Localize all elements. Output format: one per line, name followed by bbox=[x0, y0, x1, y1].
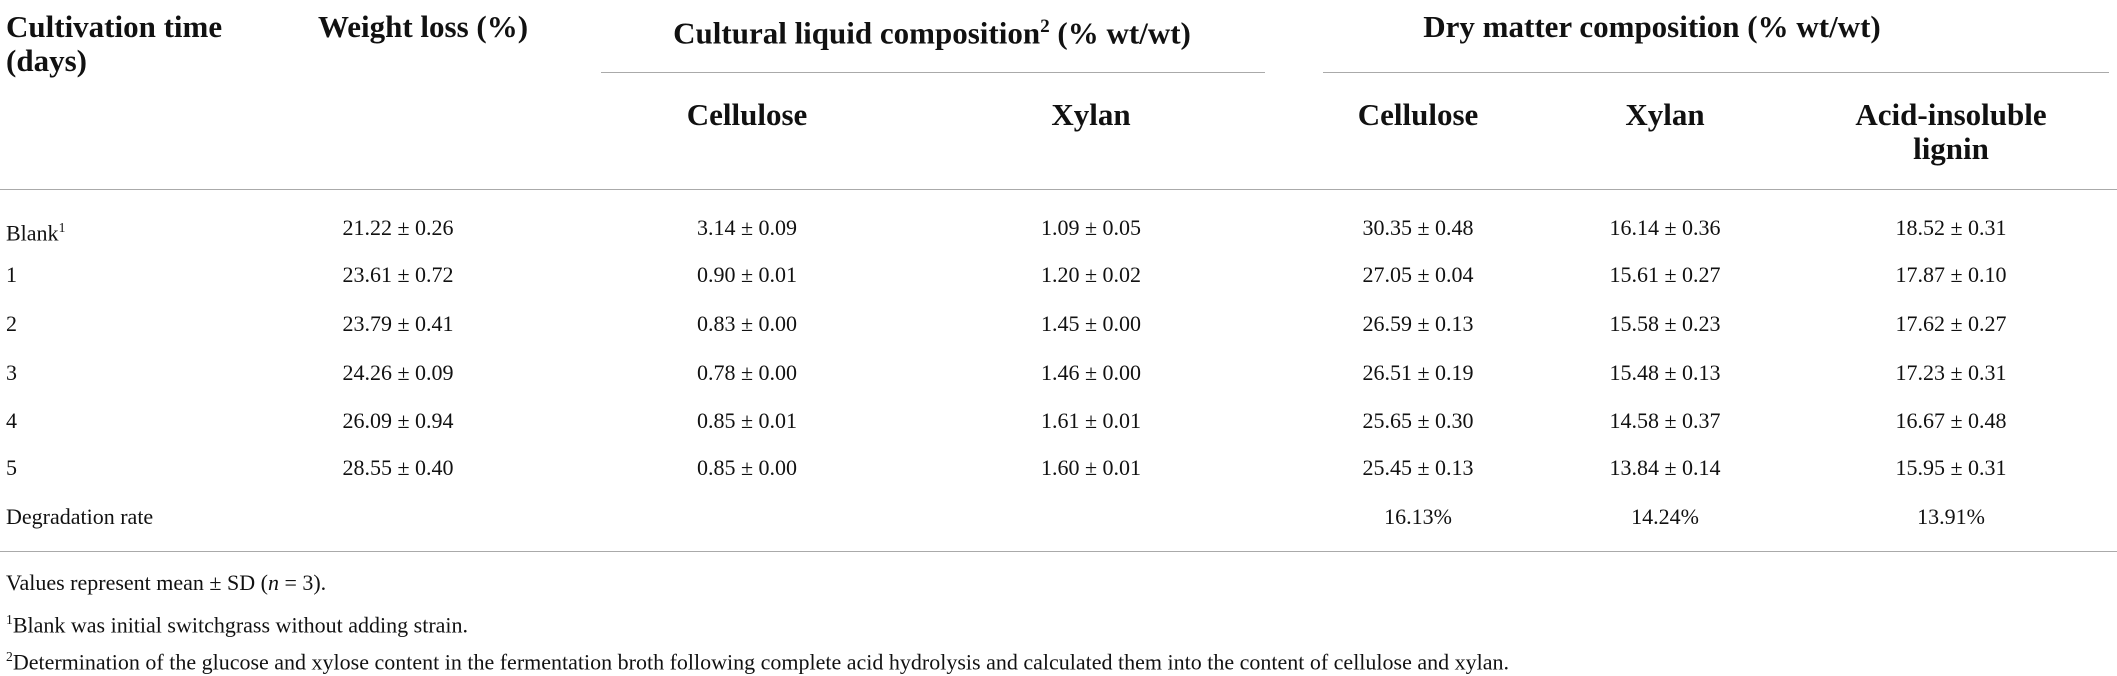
cell: 0.78 ± 0.00 bbox=[696, 360, 798, 385]
footnote-1: 1Blank was initial switchgrass without a… bbox=[6, 607, 468, 638]
row-label-text: 2 bbox=[6, 311, 17, 336]
fn-italic: n bbox=[267, 570, 279, 595]
header-liquid-unit: (% wt/wt) bbox=[1057, 15, 1191, 51]
rule bbox=[601, 72, 1265, 73]
row-label-text: 3 bbox=[6, 360, 17, 385]
row-label-sup: 1 bbox=[58, 220, 66, 235]
cell: 1.20 ± 0.02 bbox=[1040, 262, 1142, 287]
cell: 25.65 ± 0.30 bbox=[1362, 408, 1474, 433]
cell: 15.58 ± 0.23 bbox=[1609, 311, 1721, 336]
row-label: Degradation rate bbox=[6, 504, 154, 529]
header-weight: Weight loss (%) bbox=[317, 9, 529, 44]
cell: 15.48 ± 0.13 bbox=[1609, 360, 1721, 385]
fn-text: = 3). bbox=[278, 570, 327, 595]
fn-text: Values represent mean ± SD ( bbox=[6, 570, 268, 595]
cell: 26.51 ± 0.19 bbox=[1362, 360, 1474, 385]
cell: 16.14 ± 0.36 bbox=[1609, 215, 1721, 240]
row-label: 1 bbox=[6, 262, 17, 288]
cell: 26.59 ± 0.13 bbox=[1362, 311, 1474, 336]
row-label: 2 bbox=[6, 311, 17, 337]
fn-text: Blank was initial switchgrass without ad… bbox=[12, 612, 469, 638]
fn-sup: 1 bbox=[6, 612, 13, 627]
cell: 13.84 ± 0.14 bbox=[1609, 455, 1721, 480]
fn-sup: 2 bbox=[6, 649, 13, 664]
rule bbox=[0, 189, 2117, 190]
cell: 1.09 ± 0.05 bbox=[1040, 215, 1142, 240]
rule bbox=[1323, 72, 2109, 73]
row-label: 5 bbox=[6, 455, 17, 481]
header-dry: Dry matter composition (% wt/wt) bbox=[1423, 9, 1881, 44]
row-label: Blank1 bbox=[6, 215, 65, 246]
subheader: Xylan bbox=[1625, 97, 1705, 132]
cell: 3.14 ± 0.09 bbox=[696, 215, 798, 240]
subheader: Xylan bbox=[1051, 97, 1131, 132]
cell: 30.35 ± 0.48 bbox=[1362, 215, 1474, 240]
cell: 23.61 ± 0.72 bbox=[342, 262, 454, 287]
row-label-text: 1 bbox=[6, 262, 17, 287]
cell: 1.45 ± 0.00 bbox=[1040, 311, 1142, 336]
header-liquid-sup: 2 bbox=[1040, 16, 1050, 37]
cell: 0.85 ± 0.00 bbox=[696, 455, 798, 480]
cell: 15.61 ± 0.27 bbox=[1609, 262, 1721, 287]
cell: 17.23 ± 0.31 bbox=[1895, 360, 2007, 385]
cell: 0.83 ± 0.00 bbox=[696, 311, 798, 336]
cell: 27.05 ± 0.04 bbox=[1362, 262, 1474, 287]
cell: 13.91% bbox=[1917, 504, 1985, 529]
row-label-text: Blank bbox=[6, 220, 59, 246]
cell: 15.95 ± 0.31 bbox=[1895, 455, 2007, 480]
cell: 14.24% bbox=[1631, 504, 1699, 529]
cell: 21.22 ± 0.26 bbox=[342, 215, 454, 240]
subheader: Cellulose bbox=[1357, 97, 1479, 132]
fn-text: Determination of the glucose and xylose … bbox=[12, 649, 1509, 675]
cell: 1.61 ± 0.01 bbox=[1040, 408, 1142, 433]
cell: 23.79 ± 0.41 bbox=[342, 311, 454, 336]
cell: 16.67 ± 0.48 bbox=[1895, 408, 2007, 433]
footnote-values: Values represent mean ± SD (n = 3). bbox=[6, 570, 326, 596]
cell: 16.13% bbox=[1384, 504, 1452, 529]
header-cultivation: Cultivation time (days) bbox=[6, 9, 223, 78]
rule bbox=[0, 551, 2117, 552]
row-label: 4 bbox=[6, 408, 17, 434]
subheader: Acid-insoluble lignin bbox=[1855, 97, 2047, 166]
cell: 0.90 ± 0.01 bbox=[696, 262, 798, 287]
header-liquid-title: Cultural liquid composition bbox=[673, 15, 1041, 51]
cell: 17.62 ± 0.27 bbox=[1895, 311, 2007, 336]
cell: 17.87 ± 0.10 bbox=[1895, 262, 2007, 287]
cell: 0.85 ± 0.01 bbox=[696, 408, 798, 433]
cell: 28.55 ± 0.40 bbox=[342, 455, 454, 480]
cell: 24.26 ± 0.09 bbox=[342, 360, 454, 385]
footnote-2: 2Determination of the glucose and xylose… bbox=[6, 644, 1509, 675]
row-label-text: 4 bbox=[6, 408, 17, 433]
header-liquid: Cultural liquid composition2 (% wt/wt) bbox=[673, 10, 1191, 50]
cell: 14.58 ± 0.37 bbox=[1609, 408, 1721, 433]
cell: 1.46 ± 0.00 bbox=[1040, 360, 1142, 385]
row-label: 3 bbox=[6, 360, 17, 386]
cell: 1.60 ± 0.01 bbox=[1040, 455, 1142, 480]
cell: 18.52 ± 0.31 bbox=[1895, 215, 2007, 240]
row-label-text: 5 bbox=[6, 455, 17, 480]
cell: 25.45 ± 0.13 bbox=[1362, 455, 1474, 480]
cell: 26.09 ± 0.94 bbox=[342, 408, 454, 433]
subheader: Cellulose bbox=[686, 97, 808, 132]
